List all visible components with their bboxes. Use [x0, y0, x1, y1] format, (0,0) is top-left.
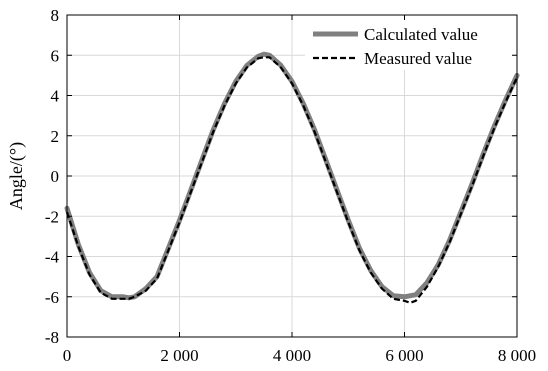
y-tick-label: -6: [45, 288, 59, 307]
legend: Calculated value Measured value: [305, 20, 512, 70]
y-tick-label: 6: [51, 46, 60, 65]
legend-label-calculated: Calculated value: [364, 25, 478, 44]
x-tick-label: 8 000: [498, 346, 536, 365]
x-tick-label: 0: [63, 346, 72, 365]
legend-label-measured: Measured value: [364, 49, 472, 68]
series-layer: [64, 51, 520, 304]
y-tick-label: 8: [51, 6, 60, 25]
y-axis-title: Angle/(°): [6, 142, 27, 210]
x-tick-label: 4 000: [273, 346, 311, 365]
axis-ticks: 0 2 000 4 000 6 000 8 000 8 6 4 2 0 -2 -4 -6 -8: [45, 6, 536, 365]
x-tick-label: 2 000: [160, 346, 198, 365]
legend-background: [305, 20, 512, 70]
y-tick-label: 2: [51, 127, 60, 146]
x-tick-label: 6 000: [385, 346, 423, 365]
y-tick-label: 4: [51, 87, 60, 106]
series-line-measured: [65, 56, 518, 304]
y-tick-label: -8: [45, 328, 59, 347]
y-tick-label: -2: [45, 207, 59, 226]
y-tick-label: 0: [51, 167, 60, 186]
y-tick-label: -4: [45, 248, 60, 267]
